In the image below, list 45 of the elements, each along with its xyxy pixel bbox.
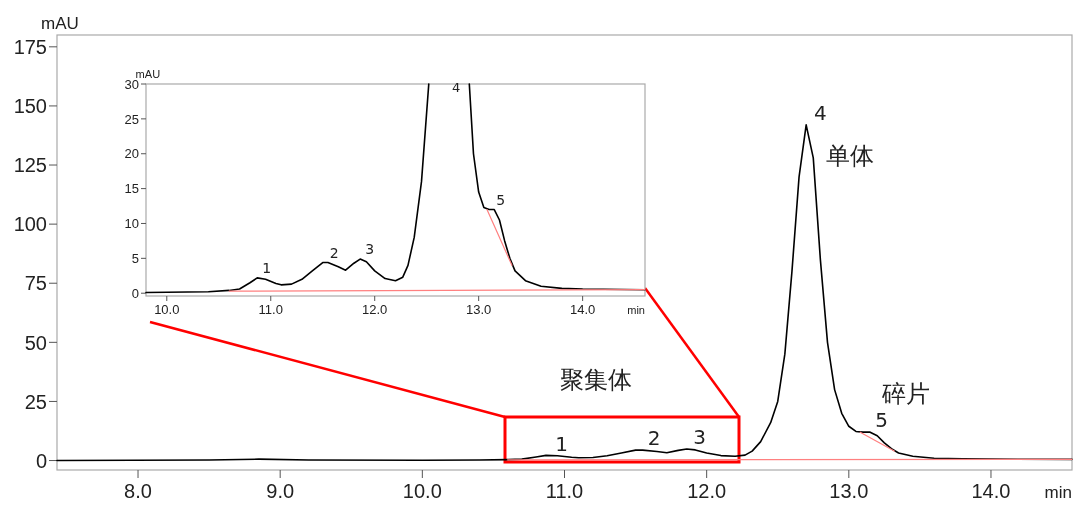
annotation: 2 — [329, 244, 339, 261]
x-tick-label: 12.0 — [362, 302, 388, 317]
annotation: 5 — [875, 408, 888, 433]
annotation: 5 — [496, 191, 506, 208]
line-series — [468, 83, 646, 291]
y-axis-title: mAU — [41, 14, 79, 33]
x-tick-label: 14.0 — [971, 480, 1011, 502]
x-tick-label: 12.0 — [687, 480, 727, 502]
annotation: 聚集体 — [560, 366, 632, 394]
x-tick-label: 13.0 — [829, 480, 869, 502]
x-axis-title: min — [627, 304, 645, 316]
annotation: 1 — [262, 259, 272, 276]
x-tick-label: 11.0 — [258, 302, 283, 317]
line-series — [145, 83, 430, 294]
annotation: 3 — [693, 424, 706, 449]
y-tick-label: 25 — [124, 111, 139, 127]
x-tick-label: 9.0 — [266, 480, 295, 502]
y-tick-label: 20 — [124, 146, 139, 162]
x-tick-label: 8.0 — [124, 480, 152, 502]
y-tick-label: 100 — [13, 213, 47, 236]
x-tick-label: 10.0 — [154, 302, 180, 317]
x-tick-label: 14.0 — [569, 302, 596, 317]
y-tick-label: 25 — [24, 390, 47, 413]
annotation: 1 — [555, 431, 569, 456]
y-tick-label: 0 — [131, 285, 139, 301]
y-tick-label: 175 — [13, 36, 47, 59]
x-tick-label: 13.0 — [466, 302, 492, 317]
y-tick-label: 125 — [13, 154, 47, 177]
annotation: 3 — [365, 241, 375, 258]
y-tick-label: 5 — [131, 251, 139, 267]
y-tick-label: 75 — [24, 272, 47, 295]
y-tick-label: 0 — [35, 449, 47, 472]
annotation: 4 — [452, 80, 461, 95]
y-tick-label: 10 — [124, 216, 139, 232]
y-tick-label: 15 — [124, 181, 139, 197]
x-tick-label: 11.0 — [545, 480, 584, 502]
annotation: 4 — [814, 100, 827, 125]
y-tick-label: 150 — [13, 95, 47, 118]
annotation: 单体 — [826, 142, 874, 170]
annotation: 2 — [647, 425, 661, 450]
y-axis-title: mAU — [135, 68, 161, 80]
y-tick-label: 50 — [24, 331, 47, 354]
x-axis-title: min — [1044, 483, 1072, 502]
x-tick-label: 10.0 — [402, 480, 442, 502]
annotation: 碎片 — [881, 380, 930, 408]
